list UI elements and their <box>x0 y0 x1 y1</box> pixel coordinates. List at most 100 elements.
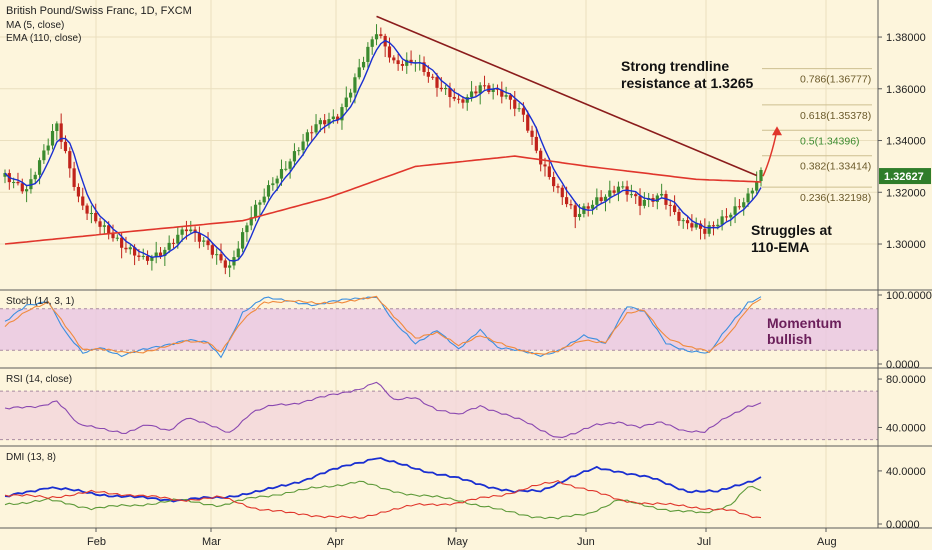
candle-body <box>603 196 608 201</box>
candle-body <box>370 39 374 47</box>
candle-body <box>314 124 318 133</box>
indicator-title: RSI (14, close) <box>6 374 72 385</box>
candle-body <box>297 150 301 152</box>
candle-body <box>560 187 564 198</box>
candle-body <box>422 62 426 72</box>
candle-body <box>517 108 521 110</box>
momentum-annotation-line2: bullish <box>767 331 812 347</box>
candle-body <box>655 195 659 202</box>
x-tick-label: May <box>447 536 468 548</box>
indicator-series-line <box>4 381 762 438</box>
indicator-series-line <box>4 479 762 519</box>
candle-body <box>349 92 353 98</box>
candle-body <box>482 85 487 87</box>
last-price-label: 1.32627 <box>884 171 924 183</box>
candle-body <box>720 216 724 225</box>
candle-body <box>616 186 621 193</box>
candle-body <box>469 91 474 98</box>
candle-body <box>111 233 115 239</box>
candle-body <box>582 206 586 214</box>
trendline-annotation-line1: Strong trendline <box>621 58 729 74</box>
candle-body <box>228 265 232 268</box>
candle-body <box>180 229 184 235</box>
candle-body <box>266 185 271 197</box>
indicator-series-line <box>4 295 762 355</box>
candle-body <box>366 46 370 62</box>
candle-body <box>677 212 681 221</box>
indicator-band <box>0 308 878 351</box>
candle-body <box>543 164 547 167</box>
candle-body <box>556 186 560 188</box>
candle-body <box>262 196 266 203</box>
candle-body <box>577 213 582 217</box>
candle-body <box>638 196 642 206</box>
candle-body <box>478 85 482 94</box>
indicator-series-line <box>4 480 762 520</box>
candle-body <box>197 233 201 242</box>
candle-body <box>98 221 102 227</box>
candle-body <box>392 57 396 61</box>
candle-body <box>12 182 16 184</box>
candle-body <box>599 197 603 201</box>
candle-body <box>573 205 577 217</box>
candle-body <box>733 206 737 215</box>
candle-body <box>137 255 141 257</box>
candle-body <box>323 120 327 125</box>
ma-line <box>4 39 762 262</box>
candle-body <box>534 136 538 151</box>
candle-body <box>223 260 227 268</box>
candle-body <box>608 190 612 197</box>
indicator-tick-label: 0.0000 <box>886 359 920 371</box>
indicator-tick-label: 0.0000 <box>886 519 920 531</box>
projection-arrow-head <box>772 126 782 136</box>
candle-body <box>755 181 759 191</box>
candle-body <box>474 91 478 94</box>
band-layer <box>0 308 878 441</box>
candle-body <box>500 89 504 97</box>
grid-layer <box>0 0 878 528</box>
momentum-annotation-line1: Momentum <box>767 315 842 331</box>
candle-body <box>241 232 245 249</box>
candle-body <box>310 132 314 134</box>
price-tick-label: 1.38000 <box>886 32 926 44</box>
price-tick-label: 1.36000 <box>886 84 926 96</box>
candle-body <box>206 240 210 246</box>
candle-body <box>681 220 685 222</box>
candle-body <box>513 99 517 109</box>
candle-body <box>158 252 163 256</box>
candle-body <box>668 204 672 206</box>
candle-body <box>487 85 491 92</box>
fib-level-label: 0.618(1.35378) <box>800 110 871 122</box>
candle-body <box>716 224 720 227</box>
price-tick-label: 1.30000 <box>886 239 926 251</box>
candle-body <box>171 242 176 244</box>
lines-layer <box>4 15 872 520</box>
candle-body <box>642 199 646 206</box>
x-tick-label: Jul <box>697 536 711 548</box>
ema-annotation-line2: 110-EMA <box>751 239 809 255</box>
candle-body <box>102 225 106 227</box>
candle-body <box>565 197 569 205</box>
candle-body <box>145 255 150 261</box>
candle-body <box>288 161 292 169</box>
candle-body <box>634 194 638 197</box>
candle-body <box>590 204 595 209</box>
candle-body <box>569 204 573 206</box>
candle-body <box>63 141 68 152</box>
candle-body <box>292 151 297 162</box>
candle-body <box>20 183 24 192</box>
candle-body <box>72 168 76 187</box>
candle-body <box>189 229 193 232</box>
candle-body <box>275 178 279 184</box>
candle-body <box>552 177 556 187</box>
candle-body <box>258 202 262 205</box>
x-tick-label: Feb <box>87 536 106 548</box>
candle-body <box>42 150 46 161</box>
candle-body <box>729 214 733 218</box>
candle-body <box>236 248 240 258</box>
candle-body <box>379 34 383 36</box>
candle-body <box>301 141 305 151</box>
candle-body <box>305 132 309 142</box>
candle-body <box>124 247 128 250</box>
